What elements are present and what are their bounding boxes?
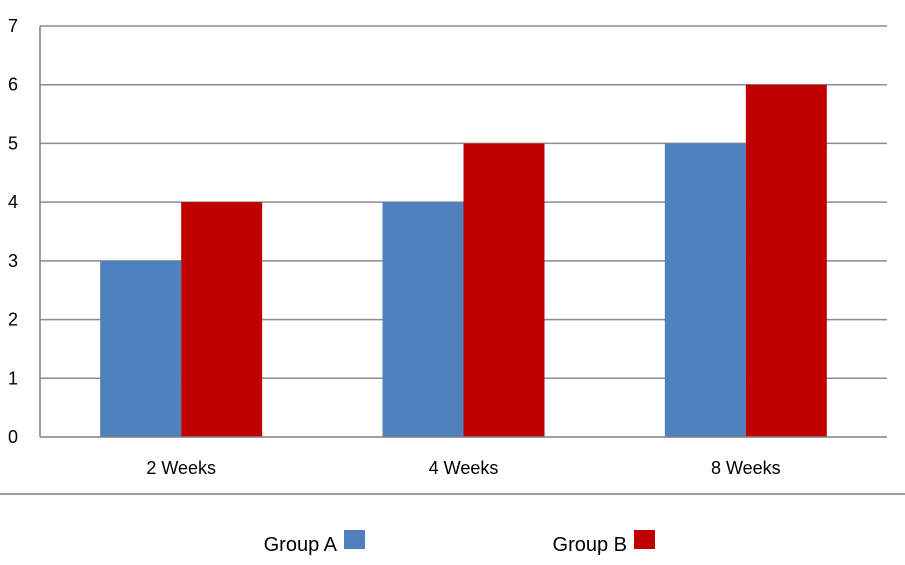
x-axis-ticks: 2 Weeks 4 Weeks 8 Weeks xyxy=(146,458,780,478)
y-tick-label: 5 xyxy=(8,133,18,153)
bar-group-b-4-weeks xyxy=(463,143,545,437)
bar-group-a-4-weeks xyxy=(382,202,464,437)
y-axis-ticks: 0 1 2 3 4 5 6 7 xyxy=(8,16,18,447)
legend-label: Group B xyxy=(553,534,627,556)
y-tick-label: 2 xyxy=(8,310,18,330)
y-tick-label: 4 xyxy=(8,192,18,212)
bar-group-a-2-weeks xyxy=(100,260,182,437)
y-tick-label: 7 xyxy=(8,16,18,36)
legend: Group A Group B xyxy=(264,530,655,556)
x-tick-label: 4 Weeks xyxy=(429,458,499,478)
bar-group-a-8-weeks xyxy=(664,143,746,437)
x-tick-label: 2 Weeks xyxy=(146,458,216,478)
x-tick-label: 8 Weeks xyxy=(711,458,781,478)
legend-swatch-group-a xyxy=(344,530,365,549)
y-tick-label: 3 xyxy=(8,251,18,271)
bar-group-b-8-weeks xyxy=(745,84,827,437)
legend-swatch-group-b xyxy=(634,530,655,549)
y-tick-label: 0 xyxy=(8,427,18,447)
y-tick-label: 1 xyxy=(8,368,18,388)
y-tick-label: 6 xyxy=(8,75,18,95)
bar-group-b-2-weeks xyxy=(181,202,263,437)
bar-series xyxy=(100,84,827,437)
legend-label: Group A xyxy=(264,534,338,556)
